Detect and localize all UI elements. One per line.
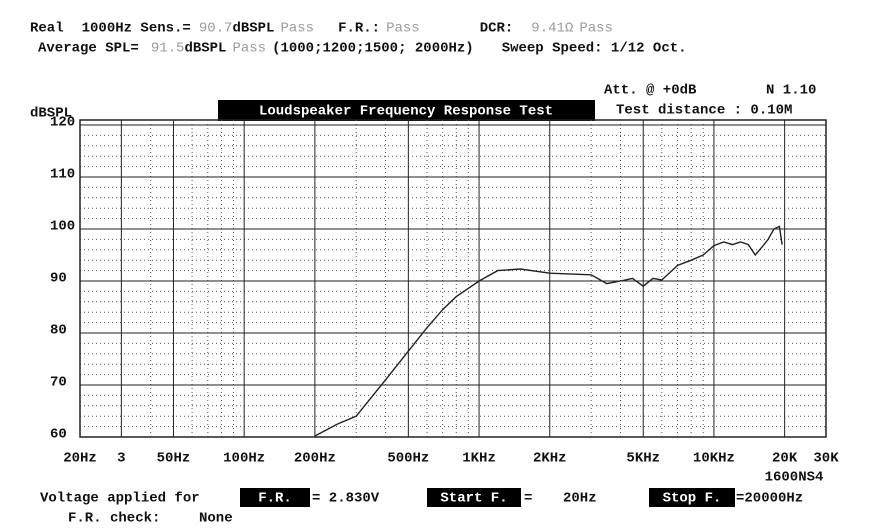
x-tick-label: 100Hz <box>223 451 265 467</box>
response-curve <box>314 225 783 437</box>
header-field: Pass <box>280 21 314 37</box>
header-field: Pass <box>232 41 266 57</box>
fr-label: F.R. <box>258 491 292 507</box>
header-line-2: Average SPL= 91.5 dBSPL Pass (1000;1200;1500… <box>38 41 687 57</box>
x-tick-label: 5KHz <box>626 451 660 467</box>
title-bar <box>218 100 595 121</box>
voltage-label: Voltage applied for <box>40 491 200 507</box>
header-field: Sweep Speed: 1/12 Oct. <box>502 41 687 57</box>
x-tick-label: 20K <box>772 451 798 467</box>
header-field: dBSPL <box>232 21 274 37</box>
start-box <box>427 488 521 507</box>
y-tick-label: 100 <box>50 219 75 235</box>
x-tick-label: 20Hz <box>63 451 97 467</box>
header-field: Average SPL= <box>38 41 139 57</box>
header-field: DCR: <box>480 21 514 37</box>
voltage-value: = 2.830V <box>312 491 380 507</box>
fr-box <box>240 488 310 507</box>
header-field: Real <box>30 21 64 37</box>
y-tick-label: 80 <box>50 323 67 339</box>
header-field: dBSPL <box>184 41 226 57</box>
header-field: Pass <box>579 21 613 37</box>
header-field: (1000;1200;1500; 2000Hz) <box>272 41 474 57</box>
y-tick-label: 110 <box>50 167 75 183</box>
x-tick-label: 10KHz <box>693 451 735 467</box>
chart-title: Loudspeaker Frequency Response Test <box>259 104 553 120</box>
y-tick-label: 60 <box>50 427 67 443</box>
header-field: Pass <box>386 21 420 37</box>
y-tick-label: 120 <box>50 115 75 131</box>
x-tick-label: 50Hz <box>157 451 191 467</box>
start-value: 20Hz <box>563 491 597 507</box>
x-tick-label: 3 <box>117 451 125 467</box>
start-label: Start F. <box>440 491 507 507</box>
stop-box <box>649 488 735 507</box>
header-field: 1000Hz Sens.= <box>82 21 191 37</box>
x-tick-label: 500Hz <box>387 451 429 467</box>
y-axis-label: dBSPL <box>30 106 72 122</box>
check-value: None <box>199 511 233 527</box>
stop-label: Stop F. <box>663 491 722 507</box>
header-field: 9.41Ω <box>531 21 573 37</box>
model: 1600NS4 <box>765 470 824 486</box>
header-field: 90.7 <box>199 21 233 37</box>
y-tick-label: 90 <box>50 271 67 287</box>
attenuation: Att. @ +0dB <box>604 83 697 99</box>
x-tick-label: 2KHz <box>533 451 567 467</box>
x-tick-label: 200Hz <box>294 451 336 467</box>
start-eq: = <box>524 491 532 507</box>
stop-value: =20000Hz <box>736 491 803 507</box>
check-label: F.R. check: <box>68 511 160 527</box>
test-distance: Test distance : 0.10M <box>616 103 792 119</box>
version: N 1.10 <box>766 83 816 99</box>
header-line-1: Real 1000Hz Sens.= 90.7 dBSPL Pass F.R.: Pass D… <box>30 21 613 37</box>
x-tick-label: 1KHz <box>462 451 496 467</box>
header-field: 91.5 <box>151 41 185 57</box>
header-field: F.R.: <box>338 21 380 37</box>
y-tick-label: 70 <box>50 375 67 391</box>
x-tick-label: 30K <box>813 451 839 467</box>
